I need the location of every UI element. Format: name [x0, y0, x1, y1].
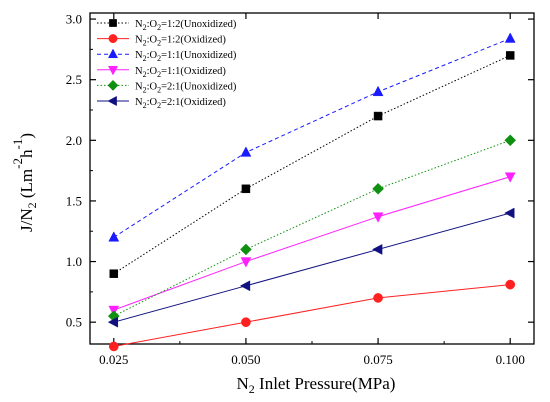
legend-item: N2:O2=1:1(Unoxidized) [97, 48, 237, 63]
data-point [372, 244, 383, 255]
legend-marker [107, 95, 117, 107]
y-axis-title: J/N2 (Lm-2h-1) [10, 133, 39, 232]
series-line [113, 37, 511, 238]
data-point [241, 184, 251, 194]
series-3 [108, 32, 516, 242]
data-point [108, 341, 119, 352]
data-point [239, 280, 251, 292]
legend-label: N2:O2=1:1(Oxidized) [135, 66, 226, 79]
legend-item: N2:O2=1:2(Unoxidized) [97, 19, 237, 32]
legend-label: N2:O2=1:2(Oxidized) [135, 35, 226, 48]
x-tick-label: 0.100 [496, 352, 525, 367]
series-6 [107, 207, 515, 328]
y-tick-label: 1.5 [66, 193, 82, 208]
x-tick-label: 0.050 [231, 352, 260, 367]
y-tick-label: 3.0 [66, 12, 82, 27]
series-5 [107, 134, 517, 322]
legend-marker [107, 79, 119, 91]
series-4 [108, 172, 516, 317]
y-tick-label: 2.0 [66, 133, 82, 148]
data-point [108, 231, 120, 242]
y-tick-label: 1.0 [66, 254, 82, 269]
x-axis-label: N2 Inlet Pressure(MPa) [237, 374, 396, 396]
legend-item: N2:O2=2:1(Unoxidized) [97, 79, 237, 94]
legend-label: N2:O2=2:1(Oxidized) [135, 97, 226, 110]
legend-marker [107, 65, 119, 76]
data-point [372, 85, 384, 97]
data-point [373, 111, 383, 121]
legend-label: N2:O2=1:2(Unoxidized) [135, 19, 237, 32]
legend-label: N2:O2=1:1(Unoxidized) [135, 50, 237, 63]
data-point [107, 316, 119, 328]
x-tick-label: 0.075 [363, 352, 392, 367]
data-point [241, 317, 251, 328]
series-2 [108, 279, 516, 352]
legend-item: N2:O2=2:1(Oxidized) [97, 95, 226, 110]
legend-marker [109, 19, 117, 27]
series-line [113, 284, 511, 347]
data-point [372, 212, 384, 223]
data-point [109, 269, 119, 278]
data-point [240, 243, 252, 256]
series-line [113, 54, 511, 275]
series-1 [109, 51, 515, 278]
legend-item: N2:O2=1:2(Oxidized) [97, 34, 226, 48]
series-layer [107, 32, 517, 352]
x-tick-label: 0.025 [99, 352, 128, 367]
y-tick-label: 0.5 [66, 315, 82, 330]
x-axis-title: N2 Inlet Pressure(MPa) [237, 374, 396, 396]
data-point [504, 207, 515, 219]
series-line [113, 139, 511, 317]
series-line [113, 212, 511, 323]
y-axis-label: J/N2 (Lm-2h-1) [10, 133, 39, 232]
legend-item: N2:O2=1:1(Oxidized) [97, 66, 226, 79]
legend-label: N2:O2=2:1(Unoxidized) [135, 81, 237, 94]
data-point [504, 172, 516, 183]
data-point [373, 293, 383, 303]
y-axis: 0.5 1.0 1.5 2.0 2.5 3.0 [66, 12, 534, 330]
x-axis: 0.025 0.050 0.075 0.100 [99, 13, 525, 367]
data-point [504, 32, 516, 43]
data-point [505, 279, 516, 290]
series-line [113, 176, 511, 311]
y-tick-label: 2.5 [66, 72, 82, 87]
legend-marker [108, 34, 118, 44]
data-point [504, 134, 517, 147]
data-point [240, 257, 252, 268]
legend: N2:O2=1:2(Unoxidized) N2:O2=1:2(Oxidized)… [97, 19, 237, 110]
data-point [372, 182, 384, 195]
data-point [240, 146, 252, 157]
legend-marker [107, 48, 119, 59]
data-point [505, 51, 515, 60]
